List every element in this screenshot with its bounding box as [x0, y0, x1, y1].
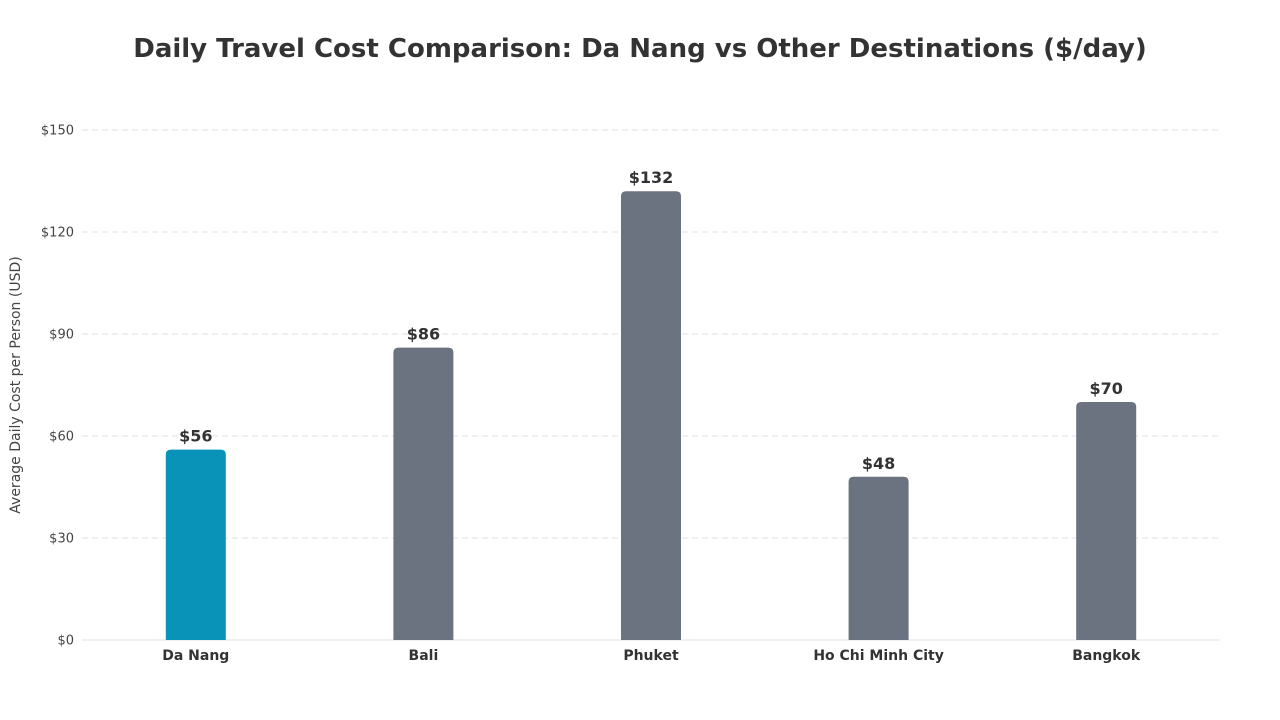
- bar-ho-chi-minh-city: [848, 476, 909, 640]
- y-tick-label: $150: [41, 124, 74, 139]
- y-tick-label: $120: [41, 226, 74, 241]
- bar-value-label: $56: [179, 427, 212, 446]
- x-tick-label: Bali: [409, 648, 439, 664]
- bar-da-nang: [165, 449, 226, 640]
- bars: [165, 191, 1137, 640]
- x-axis-ticks: Da Nang Bali Phuket Ho Chi Minh City Bangkok: [162, 648, 1141, 664]
- y-tick-label: $30: [49, 532, 74, 547]
- bar-value-label: $70: [1089, 379, 1122, 398]
- bar-bangkok: [1076, 402, 1137, 640]
- bar-value-label: $86: [407, 325, 440, 344]
- bar-value-label: $48: [862, 454, 895, 473]
- y-axis-ticks: $0 $30 $60 $90 $120 $150: [41, 124, 74, 649]
- chart-title: Daily Travel Cost Comparison: Da Nang vs…: [133, 34, 1147, 64]
- bar-value-label: $132: [629, 168, 674, 187]
- y-tick-label: $0: [57, 634, 74, 649]
- y-tick-label: $60: [49, 430, 74, 445]
- bar-bali: [393, 347, 454, 640]
- x-tick-label: Phuket: [623, 648, 679, 664]
- bar-phuket: [621, 191, 681, 640]
- x-tick-label: Bangkok: [1072, 648, 1141, 664]
- value-labels: $56 $86 $132 $48 $70: [179, 168, 1123, 473]
- y-axis-label: Average Daily Cost per Person (USD): [8, 256, 24, 513]
- x-tick-label: Ho Chi Minh City: [813, 648, 944, 664]
- y-tick-label: $90: [49, 328, 74, 343]
- x-tick-label: Da Nang: [162, 648, 229, 664]
